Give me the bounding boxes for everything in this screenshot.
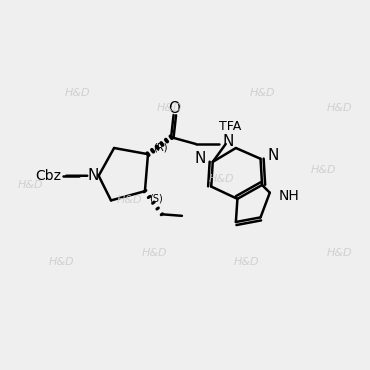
Text: H&D: H&D (141, 248, 167, 258)
Text: H&D: H&D (326, 248, 352, 258)
Text: O: O (168, 101, 181, 116)
Text: N: N (195, 151, 206, 166)
Text: H&D: H&D (311, 165, 337, 175)
Text: Cbz: Cbz (36, 169, 62, 183)
Text: H&D: H&D (117, 195, 142, 205)
Text: H&D: H&D (157, 103, 182, 113)
Text: N: N (87, 168, 99, 183)
Text: H&D: H&D (64, 87, 90, 98)
Text: (S): (S) (149, 194, 163, 204)
Text: H&D: H&D (18, 180, 44, 190)
Text: H&D: H&D (249, 87, 275, 98)
Text: H&D: H&D (49, 257, 74, 267)
Text: (R): (R) (154, 142, 168, 152)
Text: H&D: H&D (234, 257, 259, 267)
Text: TFA: TFA (219, 120, 241, 132)
Text: H&D: H&D (209, 174, 235, 184)
Text: N: N (267, 148, 279, 163)
Text: N: N (223, 134, 234, 149)
Text: H&D: H&D (326, 103, 352, 113)
Text: NH: NH (278, 189, 299, 203)
